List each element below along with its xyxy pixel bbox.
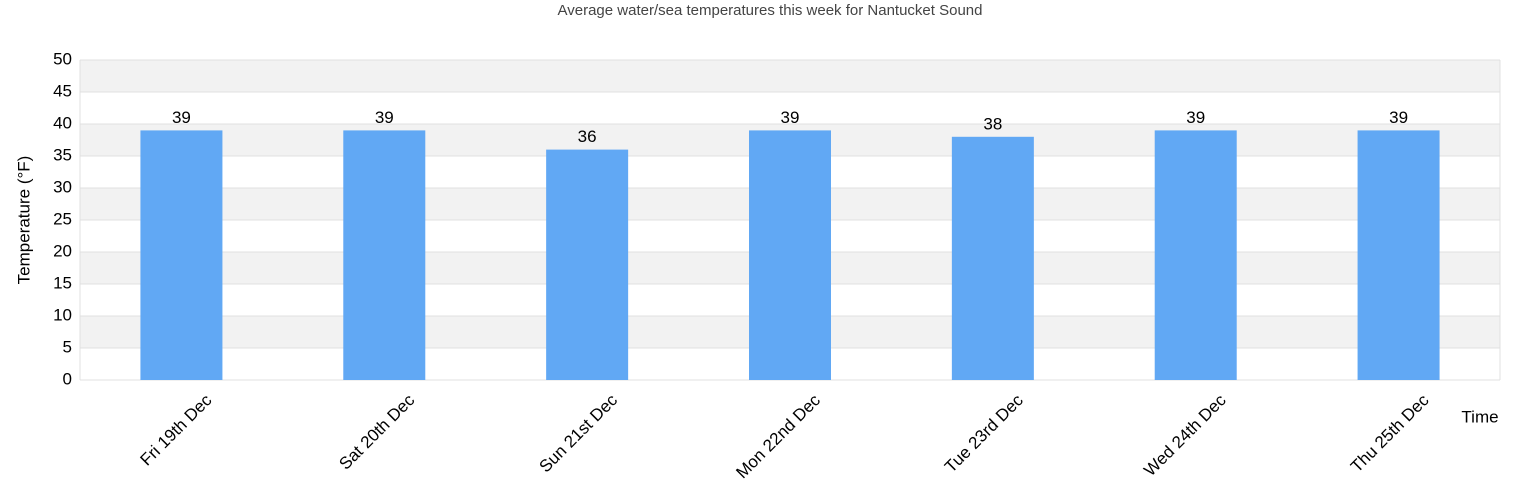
bar — [749, 130, 831, 380]
data-label: 39 — [172, 108, 191, 127]
bar — [1154, 130, 1237, 380]
y-tick-label: 15 — [53, 273, 72, 292]
bar — [140, 130, 223, 380]
y-tick-label: 50 — [53, 49, 72, 68]
y-tick-label: 45 — [53, 81, 72, 100]
data-label: 36 — [578, 127, 597, 146]
y-tick-label: 0 — [63, 369, 72, 388]
grid-band — [80, 60, 1500, 92]
x-tick-label: Wed 24th Dec — [1140, 390, 1230, 480]
data-label: 38 — [983, 114, 1002, 133]
data-label: 39 — [375, 108, 394, 127]
x-tick-label: Thu 25th Dec — [1347, 390, 1433, 476]
data-label: 39 — [781, 108, 800, 127]
data-label: 39 — [1186, 108, 1205, 127]
x-axis-label: Time — [1461, 407, 1498, 426]
y-tick-label: 10 — [53, 305, 72, 324]
x-tick-label: Tue 23rd Dec — [941, 390, 1027, 476]
bar — [1357, 130, 1440, 380]
chart-title: Average water/sea temperatures this week… — [558, 2, 983, 19]
data-label: 39 — [1389, 108, 1408, 127]
x-tick-label: Fri 19th Dec — [137, 390, 216, 469]
bar — [343, 130, 426, 380]
x-tick-label: Sat 20th Dec — [335, 390, 418, 473]
bar — [951, 136, 1034, 380]
y-tick-label: 25 — [53, 209, 72, 228]
y-axis-label: Temperature (°F) — [14, 156, 33, 285]
x-tick-label: Sun 21st Dec — [536, 390, 622, 476]
y-tick-label: 20 — [53, 241, 72, 260]
y-tick-label: 30 — [53, 177, 72, 196]
y-tick-label: 5 — [63, 337, 72, 356]
x-tick-label: Mon 22nd Dec — [732, 390, 824, 482]
y-tick-label: 40 — [53, 113, 72, 132]
y-tick-label: 35 — [53, 145, 72, 164]
bar — [546, 149, 629, 380]
